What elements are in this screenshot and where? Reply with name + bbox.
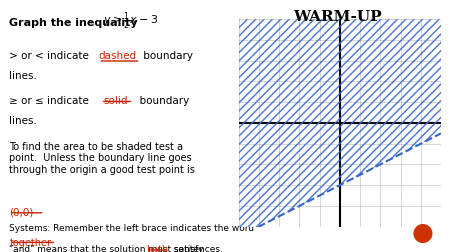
Text: boundary: boundary: [140, 50, 194, 60]
Text: Graph the inequality: Graph the inequality: [9, 18, 146, 28]
Text: > or < indicate: > or < indicate: [9, 50, 93, 60]
Text: together: together: [9, 237, 51, 247]
Text: both: both: [146, 244, 168, 252]
Text: Systems: Remember the left brace indicates the word: Systems: Remember the left brace indicat…: [9, 223, 257, 232]
Text: boundary: boundary: [133, 96, 189, 106]
Text: solid: solid: [103, 96, 127, 106]
Text: ●: ●: [412, 220, 434, 244]
Text: lines.: lines.: [9, 71, 37, 81]
Text: (0,0): (0,0): [9, 207, 34, 217]
Text: $y>\frac{1}{2}x-3$: $y>\frac{1}{2}x-3$: [103, 10, 158, 32]
Text: WARM-UP: WARM-UP: [293, 10, 382, 24]
Text: lines.: lines.: [9, 116, 37, 126]
Text: sentences.: sentences.: [168, 244, 223, 252]
Text: ≥ or ≤ indicate: ≥ or ≤ indicate: [9, 96, 96, 106]
Text: "and" means that the solution must satisfy: "and" means that the solution must satis…: [9, 244, 207, 252]
Text: dashed: dashed: [98, 50, 136, 60]
Text: To find the area to be shaded test a
point.  Unless the boundary line goes
throu: To find the area to be shaded test a poi…: [9, 141, 195, 174]
